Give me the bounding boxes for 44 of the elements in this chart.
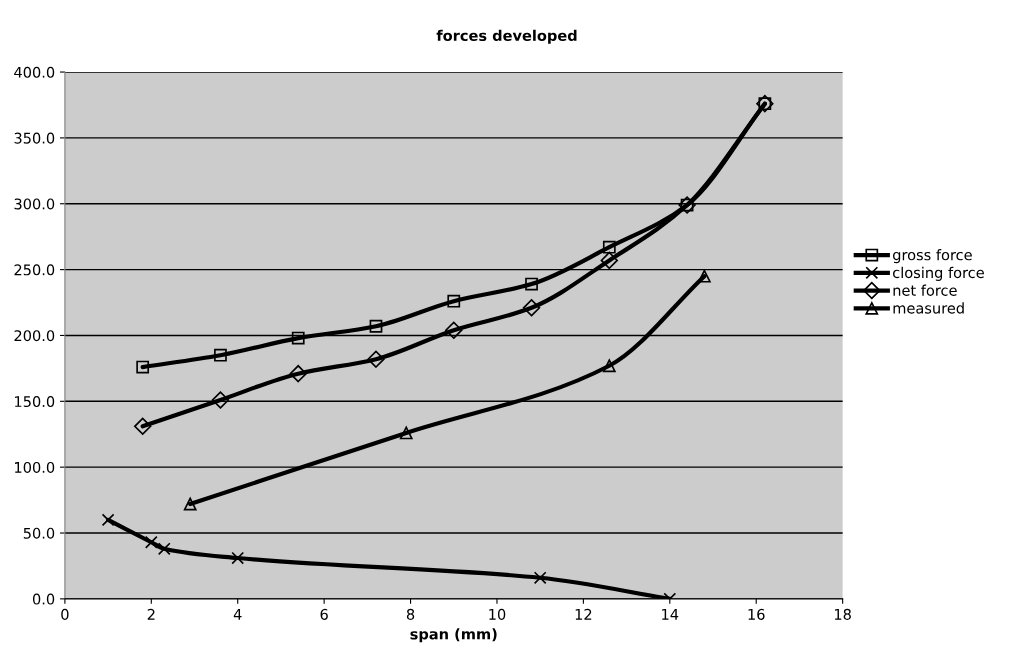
point [214,348,227,362]
point [291,331,305,345]
legend-label: closing force [893,266,984,281]
y-tick-label: 50.0 [23,527,55,539]
y-tick-label: 150.0 [15,396,55,408]
point [231,551,245,565]
point [697,269,711,283]
x-tick-label: 16 [748,608,765,620]
x-tick-label: 10 [489,608,506,620]
chart-title: forces developed [436,29,577,44]
x-tick-label: 2 [147,608,155,620]
point [600,251,619,270]
y-tick-label: 200.0 [14,330,55,342]
point [289,364,307,383]
legend-label: gross force [893,249,972,264]
legend-label: net force [893,284,957,296]
y-tick-label: 250.0 [14,264,55,276]
point [136,360,150,374]
y-tick-label: 400.0 [14,66,55,78]
point [445,321,463,339]
point [369,319,383,333]
point [447,294,461,308]
x-tick-label: 12 [575,608,592,620]
x-tick-label: 18 [834,608,851,620]
point [602,240,616,254]
x-tick-label: 6 [320,608,328,620]
point [602,359,616,373]
x-tick-label: 8 [406,608,415,620]
y-tick-label: 100.0 [15,461,55,473]
y-tick-label: 0.0 [32,593,55,605]
x-tick-label: 4 [233,609,242,620]
x-tick-label: 0 [61,608,69,620]
x-axis-title: span (mm) [410,628,497,643]
y-tick-label: 350.0 [14,132,55,144]
y-tick-label: 300.0 [14,198,55,210]
point [399,426,413,440]
point [522,299,541,317]
point [183,497,197,511]
point [367,350,385,368]
point [211,391,230,409]
point [133,417,152,436]
point [525,277,538,291]
x-tick-label: 14 [662,609,679,620]
legend-label: measured [893,302,964,314]
